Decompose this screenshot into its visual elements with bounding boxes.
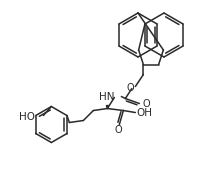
Text: HN: HN (98, 91, 114, 102)
Text: O: O (114, 124, 122, 135)
Text: OH: OH (136, 108, 152, 117)
Text: O: O (142, 98, 149, 109)
Text: HO: HO (19, 111, 35, 122)
Polygon shape (106, 106, 108, 109)
Text: O: O (126, 83, 134, 93)
